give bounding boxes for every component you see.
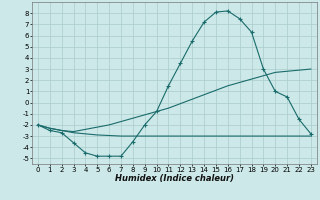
X-axis label: Humidex (Indice chaleur): Humidex (Indice chaleur) (115, 174, 234, 183)
